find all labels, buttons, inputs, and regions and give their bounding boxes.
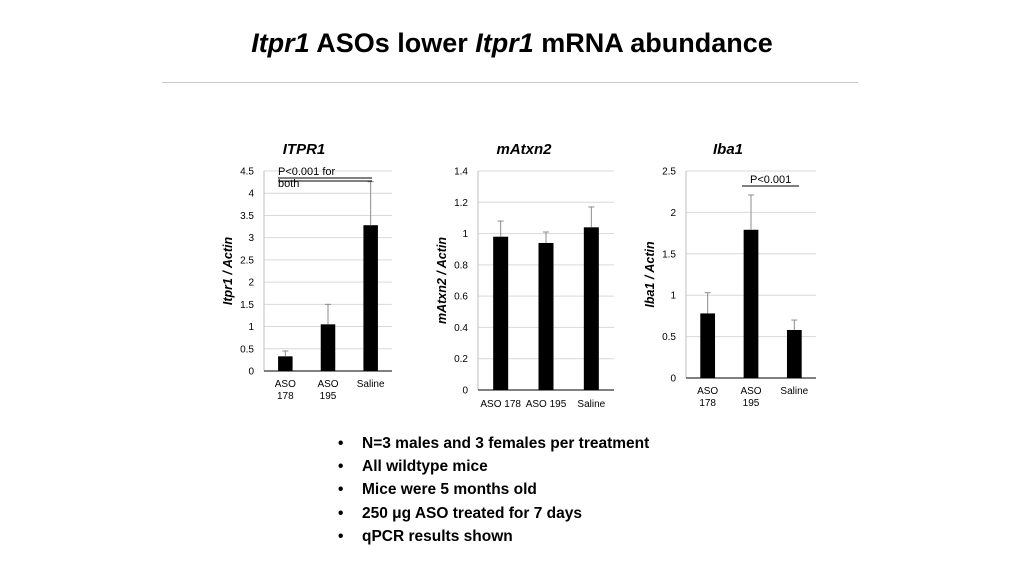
chart-2-y-tick-label: 0.6: [454, 292, 468, 303]
chart-1-y-tick-label: 2: [248, 278, 254, 289]
chart-1-y-tick-label: 1: [248, 322, 254, 333]
bullet-text: 250 μg ASO treated for 7 days: [362, 504, 582, 522]
chart-1-annotation-line: P<0.001 for: [278, 166, 336, 178]
chart-1-y-tick-label: 0.5: [240, 344, 254, 355]
chart-2-x-tick-label: ASO 195: [526, 399, 567, 410]
chart-3-title: Iba1: [713, 141, 743, 158]
chart-1-x-tick-label: ASO: [317, 379, 338, 390]
chart-2-y-tick-label: 0: [462, 386, 468, 397]
chart-1-annotation-line: both: [278, 178, 299, 190]
bullet-item: • qPCR results shown: [338, 525, 649, 548]
chart-3-x-tick-label: 178: [699, 398, 716, 409]
chart-1-x-tick-label: Saline: [357, 379, 385, 390]
bullet-text: All wildtype mice: [362, 458, 488, 476]
title-text-1: ASOs lower: [309, 28, 476, 58]
title-divider: [162, 82, 858, 83]
chart-2-bar: [538, 242, 554, 390]
chart-2-y-tick-label: 0.2: [454, 354, 468, 365]
chart-1-bar: [363, 225, 378, 371]
chart-1-bar: [320, 324, 336, 371]
bullet-item: • N=3 males and 3 females per treatment: [338, 432, 649, 455]
chart-2-x-tick-label: ASO 178: [480, 399, 521, 410]
chart-2-y-tick-label: 0.8: [454, 260, 468, 271]
bullet-text: N=3 males and 3 females per treatment: [362, 435, 650, 452]
chart-3-y-tick-label: 1: [670, 291, 676, 302]
chart-3-y-tick-label: 0.5: [662, 332, 676, 343]
chart-2-y-tick-label: 1.2: [454, 198, 468, 209]
chart-1-y-tick-label: 1.5: [240, 300, 254, 311]
chart-3-x-tick-label: ASO: [740, 386, 761, 397]
chart-1-y-tick-label: 0: [248, 367, 254, 378]
chart-1-y-tick-label: 2.5: [240, 255, 254, 266]
bullet-dot: •: [338, 527, 344, 545]
title-gene-1: Itpr1: [251, 28, 310, 58]
chart-1-y-tick-label: 4.5: [240, 167, 254, 178]
chart-3-y-tick-label: 0: [670, 374, 676, 385]
chart-3-y-tick-label: 2: [670, 208, 676, 219]
chart-3-y-axis-label: Iba1 / Actin: [643, 241, 657, 308]
chart-1-x-tick-label: 178: [277, 391, 294, 402]
chart-1-bar: [278, 356, 293, 371]
chart-1-y-tick-label: 3.5: [240, 211, 254, 222]
slide-title: Itpr1 ASOs lower Itpr1 mRNA abundance: [0, 28, 1024, 59]
chart-3-y-tick-label: 2.5: [662, 167, 676, 178]
bullet-item: • 250 μg ASO treated for 7 days: [338, 502, 649, 525]
chart-2-y-axis-label: mAtxn2 / Actin: [435, 237, 449, 324]
chart-2-x-tick-label: Saline: [577, 399, 605, 410]
chart-2-y-tick-label: 1: [462, 229, 468, 240]
chart-3-bar: [700, 313, 716, 378]
chart-1-y-tick-label: 4: [248, 189, 254, 200]
bullet-dot: •: [338, 458, 344, 476]
chart-3-y-tick-label: 1.5: [662, 249, 676, 260]
chart-3-x-tick-label: ASO: [697, 386, 718, 397]
chart-1-y-tick-label: 3: [248, 233, 254, 244]
bullet-text: Mice were 5 months old: [362, 481, 537, 499]
chart-1-title: ITPR1: [283, 141, 326, 158]
chart-3-bar: [743, 229, 759, 378]
bullet-item: • Mice were 5 months old: [338, 478, 649, 501]
bullet-dot: •: [338, 435, 344, 452]
title-text-2: mRNA abundance: [533, 28, 773, 58]
chart-1-x-tick-label: ASO: [275, 379, 296, 390]
notes-list: • N=3 males and 3 females per treatment •…: [338, 432, 649, 548]
chart-2-y-tick-label: 1.4: [454, 167, 468, 178]
chart-3-bar: [786, 329, 802, 378]
chart-3-annotation-line: P<0.001: [750, 174, 791, 186]
bullet-text: qPCR results shown: [362, 527, 513, 545]
chart-2-bar: [583, 227, 599, 390]
chart-2-bar: [493, 236, 509, 390]
chart-1-x-tick-label: 195: [320, 391, 337, 402]
chart-2-y-tick-label: 0.4: [454, 323, 468, 334]
title-gene-2: Itpr1: [475, 28, 534, 58]
chart-3-x-tick-label: Saline: [780, 386, 808, 397]
chart-2-title: mAtxn2: [496, 141, 552, 158]
bullet-dot: •: [338, 481, 344, 499]
chart-1-y-axis-label: Itpr1 / Actin: [221, 236, 235, 305]
bullet-dot: •: [338, 504, 344, 522]
bullet-item: • All wildtype mice: [338, 455, 649, 478]
chart-3-x-tick-label: 195: [743, 398, 760, 409]
